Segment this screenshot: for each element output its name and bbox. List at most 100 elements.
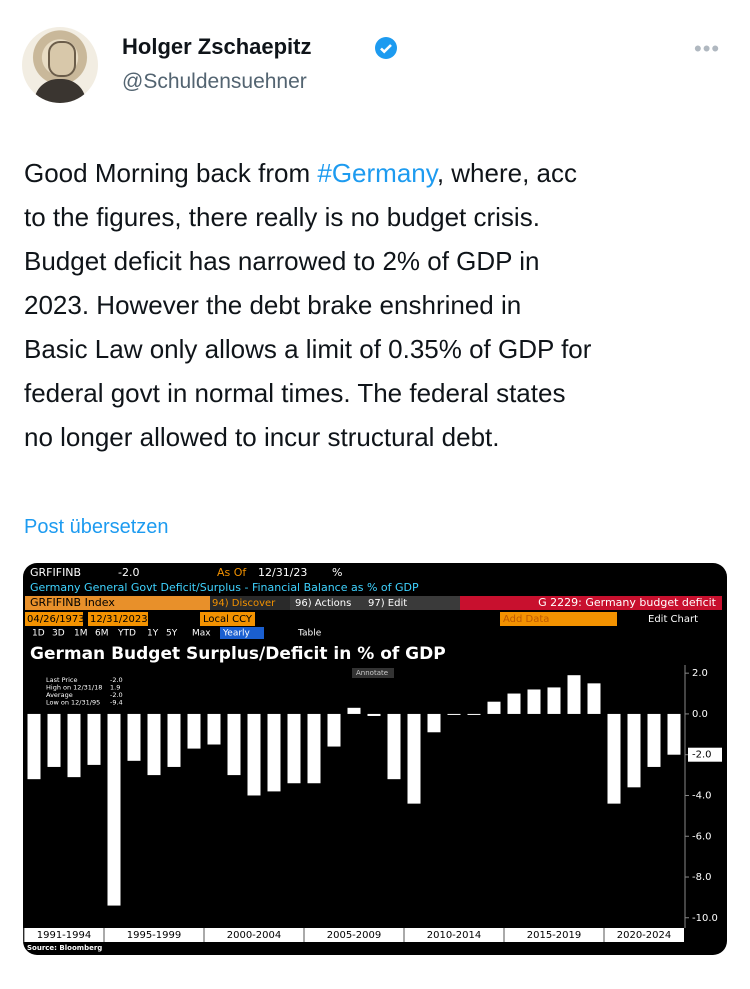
stat-label: High on 12/31/18: [46, 684, 102, 692]
x-axis-band: [24, 928, 684, 942]
x-tick-label: 1991-1994: [37, 930, 92, 941]
bar: [367, 713, 381, 716]
chart: GRFIFINB -2.0 As Of 12/31/23 % Germany Genera…: [23, 566, 722, 952]
period-button[interactable]: YTD: [117, 629, 136, 639]
last-value-label: -2.0: [692, 750, 712, 761]
actions-button[interactable]: 96) Actions: [295, 598, 351, 609]
bar: [27, 713, 41, 780]
bar: [127, 713, 141, 761]
author-name[interactable]: Holger Zschaepitz: [122, 34, 312, 59]
tweet-line: federal govt in normal times. The federa…: [24, 378, 566, 408]
description: Germany General Govt Deficit/Surplus - F…: [30, 581, 419, 594]
source: Source: Bloomberg: [27, 944, 102, 952]
as-of-label: As Of: [217, 566, 247, 579]
bar: [387, 713, 401, 780]
period-button[interactable]: 1M: [74, 629, 88, 639]
bar: [347, 707, 361, 714]
bar: [547, 687, 561, 714]
translate-link[interactable]: Post übersetzen: [24, 516, 169, 538]
edit-button[interactable]: 97) Edit: [368, 598, 407, 609]
bar: [107, 713, 121, 906]
bar: [627, 713, 641, 788]
author-handle[interactable]: @Schuldensuehner: [122, 70, 307, 93]
bar: [307, 713, 321, 784]
verified-badge: [375, 37, 397, 59]
bar: [427, 713, 441, 733]
stat-value: -2.0: [110, 691, 123, 699]
unit: %: [332, 566, 342, 579]
tweet-line: Good Morning back from #Germany, where, …: [24, 158, 577, 189]
bar: [447, 713, 461, 715]
chart-image: GRFIFINB -2.0 As Of 12/31/23% Germany Genera…: [23, 563, 727, 955]
bar: [407, 713, 421, 804]
avatar[interactable]: [22, 27, 98, 103]
bar: [287, 713, 301, 784]
frequency[interactable]: Yearly: [222, 629, 251, 639]
text-segment: Good Morning back from: [24, 158, 318, 188]
stat-value: -2.0: [110, 676, 123, 684]
bar: [607, 713, 621, 804]
table-button[interactable]: Table: [297, 629, 322, 639]
bar: [267, 713, 281, 792]
currency: Local CCY: [203, 614, 253, 625]
tweet-line: Basic Law only allows a limit of 0.35% o…: [24, 334, 592, 364]
bar: [527, 689, 541, 714]
bar: [47, 713, 61, 767]
annotate-button[interactable]: Annotate: [356, 669, 388, 677]
ui-box: [25, 596, 210, 610]
tweet-line: to the figures, there really is no budge…: [24, 202, 540, 232]
period-button[interactable]: 5Y: [166, 629, 178, 639]
ui-box: [220, 627, 264, 639]
last-price: -2.0: [118, 566, 139, 579]
security: GRFIFINB Index: [30, 596, 115, 609]
bar: [87, 713, 101, 765]
stat-label: Average: [46, 691, 73, 699]
page-title: G 2229: Germany budget deficit: [538, 596, 717, 609]
ui-box: [352, 668, 394, 678]
y-tick-label: -4.0: [692, 790, 712, 801]
bar: [147, 713, 161, 776]
bar: [467, 713, 481, 715]
start-date: 04/26/1973: [27, 614, 85, 625]
text-segment: , where, acc: [436, 158, 577, 188]
period-button[interactable]: 1Y: [147, 629, 159, 639]
last-value-box: [688, 747, 722, 762]
ui-box: [290, 596, 460, 610]
tweet-line: no longer allowed to incur structural de…: [24, 422, 500, 452]
bar: [207, 713, 221, 745]
bar: [667, 713, 681, 755]
x-tick-label: 2020-2024: [617, 930, 672, 941]
bar: [647, 713, 661, 767]
bar: [487, 701, 501, 714]
ui-box: [210, 596, 290, 610]
stat-value: -9.4: [110, 699, 123, 707]
bar: [167, 713, 181, 767]
bar: [507, 693, 521, 714]
ui-box: [200, 612, 255, 626]
period-button[interactable]: 3D: [52, 629, 65, 639]
stat-value: 1.9: [110, 684, 120, 692]
edit-chart[interactable]: Edit Chart: [648, 614, 698, 625]
x-tick-label: 2000-2004: [227, 930, 282, 941]
period-button[interactable]: 1D: [32, 629, 45, 639]
y-tick-label: -10.0: [692, 913, 718, 924]
end-date: 12/31/2023: [90, 614, 148, 625]
ui-box: [500, 612, 617, 626]
hashtag[interactable]: #Germany: [317, 158, 437, 188]
bar: [227, 713, 241, 776]
x-tick-label: 1995-1999: [127, 930, 182, 941]
period-button[interactable]: 6M: [95, 629, 109, 639]
tweet-line: 2023. However the debt brake enshrined i…: [24, 290, 522, 320]
ui-box: [25, 612, 83, 626]
ticker: GRFIFINB: [30, 566, 81, 579]
y-tick-label: -8.0: [692, 872, 712, 883]
bar: [247, 713, 261, 796]
period-button[interactable]: Max: [192, 629, 211, 639]
x-tick-label: 2005-2009: [327, 930, 382, 941]
bar: [327, 713, 341, 747]
y-tick-label: -6.0: [692, 831, 712, 842]
more-menu[interactable]: •••: [694, 36, 721, 61]
discover-button[interactable]: 94) Discover: [212, 598, 276, 609]
add-data: Add Data: [503, 614, 549, 625]
